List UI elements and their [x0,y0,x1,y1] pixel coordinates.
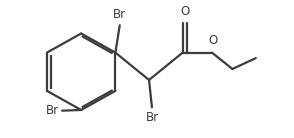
Text: O: O [209,34,218,47]
Text: O: O [180,6,189,18]
Text: Br: Br [113,8,126,21]
Text: Br: Br [46,104,59,117]
Text: Br: Br [146,111,158,124]
